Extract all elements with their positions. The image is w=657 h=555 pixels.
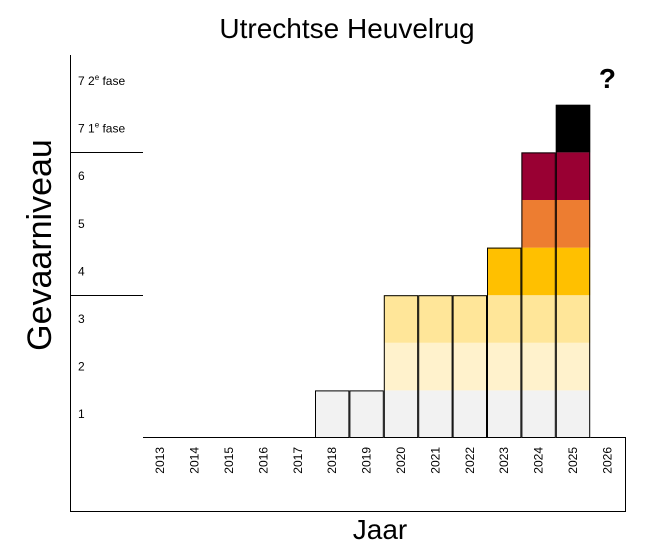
bar-cell-2025-level-5 (555, 200, 591, 248)
bar-cell-2023-level-3 (487, 295, 522, 343)
bar-cell-2023-level-2 (487, 342, 522, 391)
bar-cell-2020-level-3 (383, 295, 419, 343)
x-axis-title: Jaar (353, 514, 407, 545)
level-label-6: 6 (78, 169, 85, 183)
x-tick-label-2026: 2026 (600, 447, 614, 474)
bars-group (315, 104, 591, 439)
bar-2025 (555, 104, 591, 439)
bar-cell-2024-level-1 (521, 390, 556, 438)
bar-cell-2025-level-3 (555, 295, 591, 343)
bar-cell-2024-level-5 (521, 200, 556, 248)
bar-cell-2021-level-2 (418, 342, 453, 391)
bar-cell-2025-level-6 (555, 152, 591, 200)
bar-cell-2018-level-1 (315, 390, 350, 438)
chart-title: Utrechtse Heuvelrug (219, 13, 474, 44)
level-label-3: 3 (78, 312, 85, 326)
y-axis-title: Gevaarniveau (21, 139, 59, 351)
bar-cell-2025-level-2 (555, 342, 591, 391)
x-tick-label-2020: 2020 (394, 447, 408, 474)
x-tick-label-2013: 2013 (153, 447, 167, 474)
bar-cell-2024-level-2 (521, 342, 556, 391)
bar-cell-2023-level-4 (487, 247, 522, 296)
bar-cell-2019-level-1 (349, 390, 384, 438)
level-label-5: 5 (78, 217, 85, 231)
level-label-2: 2 (78, 360, 85, 374)
x-tick-label-2023: 2023 (497, 447, 511, 474)
x-tick-label-2014: 2014 (188, 447, 202, 474)
bar-cell-2025-level-1 (555, 390, 591, 438)
x-tick-label-2025: 2025 (566, 447, 580, 474)
bar-2018 (315, 390, 350, 438)
bar-cell-2025-level-4 (555, 247, 591, 296)
bar-cell-2024-level-4 (521, 247, 556, 296)
bar-cell-2020-level-1 (383, 390, 419, 438)
x-tick-label-2021: 2021 (428, 447, 442, 474)
bar-2020 (383, 295, 419, 439)
x-tick-labels: 2013 2014 2015 2016 2017 2018 2019 2020 2021 2022… (153, 447, 614, 474)
bar-2021 (418, 295, 453, 439)
bar-cell-2023-level-1 (487, 390, 522, 438)
bar-cell-2021-level-3 (418, 295, 453, 343)
bar-2019 (349, 390, 384, 438)
x-tick-label-2022: 2022 (463, 447, 477, 474)
x-tick-label-2016: 2016 (256, 447, 270, 474)
x-tick-label-2017: 2017 (291, 447, 305, 474)
bar-cell-2024-level-6 (521, 152, 556, 200)
bar-2024 (521, 152, 556, 438)
level-label-8: 7 2e fase (78, 73, 125, 88)
bar-cell-2022-level-1 (452, 390, 487, 438)
x-tick-label-2015: 2015 (222, 447, 236, 474)
x-tick-label-2019: 2019 (360, 447, 374, 474)
annotations: ? (599, 63, 616, 94)
bar-cell-2021-level-1 (418, 390, 453, 438)
level-label-1: 1 (78, 407, 85, 421)
bar-cell-2025-level-7 (555, 104, 591, 153)
level-label-7: 7 1e fase (78, 121, 125, 136)
level-label-4: 4 (78, 264, 85, 278)
bar-cell-2022-level-3 (452, 295, 487, 343)
annotation-2026: ? (599, 63, 616, 94)
bar-2022 (452, 295, 488, 439)
bar-cell-2020-level-2 (383, 342, 419, 391)
x-tick-label-2024: 2024 (532, 447, 546, 474)
level-labels: 1 2 3 4 5 6 7 1e fase 7 2e fase (78, 73, 125, 421)
bar-cell-2024-level-3 (521, 295, 556, 343)
x-tick-label-2018: 2018 (325, 447, 339, 474)
bar-2023 (487, 247, 522, 438)
bar-cell-2022-level-2 (452, 342, 487, 391)
